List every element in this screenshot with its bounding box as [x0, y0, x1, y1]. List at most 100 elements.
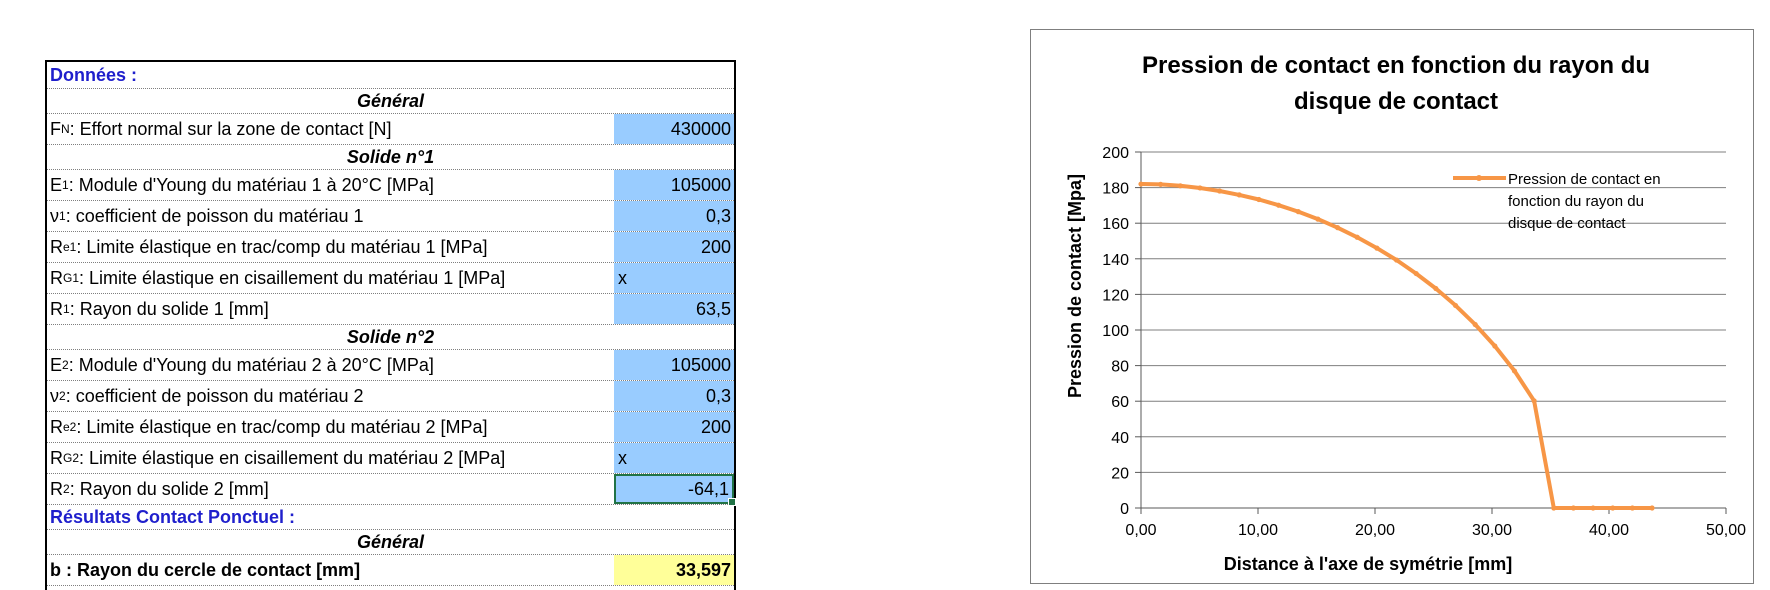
- data-point: [1629, 505, 1635, 511]
- y-tick-label: 40: [1111, 430, 1129, 447]
- section-solide-2: Solide n°2: [346, 326, 435, 347]
- chart-title-line2: disque de contact: [1294, 88, 1498, 115]
- row-solide-2[interactable]: Solide n°2: [47, 325, 734, 350]
- cell-v2-value[interactable]: 0,3: [614, 381, 734, 411]
- data-point: [1256, 196, 1262, 203]
- data-point: [1138, 181, 1144, 187]
- chart-title-line1: Pression de contact en fonction du rayon…: [1142, 52, 1650, 79]
- x-tick-label: 10,00: [1238, 522, 1278, 539]
- data-point: [1610, 505, 1616, 511]
- data-point: [1275, 202, 1282, 208]
- fill-handle[interactable]: [728, 498, 736, 506]
- x-tick-label: 40,00: [1589, 522, 1629, 539]
- data-point: [1334, 225, 1341, 231]
- data-point: [1649, 505, 1655, 511]
- data-point: [1393, 257, 1400, 263]
- cell-e2-value[interactable]: 105000: [614, 350, 734, 380]
- label-rg2: R G2 : Limite élastique en cisaillement d…: [50, 447, 506, 468]
- data-point: [1492, 343, 1498, 349]
- data-point: [1433, 285, 1439, 292]
- y-tick-label: 60: [1111, 394, 1129, 411]
- legend-text-line3: disque de contact: [1508, 215, 1626, 232]
- row-general-2[interactable]: Général: [47, 530, 734, 555]
- gridlines: [1135, 151, 1727, 514]
- data-point: [1374, 245, 1380, 251]
- data-point: [1551, 505, 1557, 511]
- resultats-header: Résultats Contact Ponctuel :: [50, 506, 296, 527]
- cell-b-value[interactable]: 33,597: [614, 555, 734, 585]
- data-point: [1570, 505, 1577, 511]
- y-tick-label: 180: [1102, 181, 1129, 198]
- label-rg1: R G1 : Limite élastique en cisaillement d…: [50, 267, 506, 288]
- row-general-1[interactable]: Général: [47, 89, 734, 114]
- row-rg2[interactable]: R G2 : Limite élastique en cisaillement d…: [47, 443, 734, 474]
- data-point: [1197, 185, 1203, 191]
- cell-v1-value[interactable]: 0,3: [614, 201, 734, 231]
- section-general-2: Général: [356, 531, 425, 552]
- data-point: [1590, 505, 1596, 511]
- y-tick-label: 120: [1102, 287, 1129, 304]
- cell-fn-value[interactable]: 430000: [614, 114, 734, 144]
- y-tick-labels: 0 20 40 60 80 100 120 140 160 180 200: [1102, 145, 1129, 518]
- data-point: [1158, 181, 1164, 187]
- section-general-1: Général: [356, 90, 425, 111]
- donnees-header: Données :: [50, 64, 138, 85]
- x-tick-label: 0,00: [1125, 522, 1156, 539]
- x-tick-label: 20,00: [1355, 522, 1395, 539]
- y-tick-label: 100: [1102, 323, 1129, 340]
- data-point: [1511, 368, 1518, 374]
- label-b: b : Rayon du cercle de contact [mm]: [50, 559, 361, 580]
- data-point: [1236, 192, 1242, 198]
- y-tick-label: 200: [1102, 145, 1129, 162]
- y-tick-label: 20: [1111, 465, 1129, 482]
- row-donnees-header[interactable]: Données :: [47, 62, 734, 89]
- series-line: [1138, 181, 1655, 511]
- cell-rg2-value[interactable]: x: [614, 443, 734, 473]
- cell-r2-text: -64,1: [687, 478, 729, 499]
- cell-rg1-value[interactable]: x: [614, 263, 734, 293]
- cell-e1-value[interactable]: 105000: [614, 170, 734, 200]
- cell-r2-value-selected[interactable]: -64,1: [614, 474, 736, 506]
- x-tick-label: 50,00: [1706, 522, 1746, 539]
- section-solide-1: Solide n°1: [346, 146, 435, 167]
- row-rg1[interactable]: R G1 : Limite élastique en cisaillement d…: [47, 263, 734, 294]
- cell-re1-value[interactable]: 200: [614, 232, 734, 262]
- y-tick-label: 160: [1102, 216, 1129, 233]
- y-tick-label: 0: [1120, 501, 1129, 518]
- data-point: [1295, 209, 1301, 215]
- row-resultats-header[interactable]: Résultats Contact Ponctuel :: [47, 505, 734, 530]
- row-solide-1[interactable]: Solide n°1: [47, 145, 734, 170]
- x-axis-label: Distance à l'axe de symétrie [mm]: [1224, 554, 1512, 574]
- series-polyline: [1140, 182, 1653, 510]
- chart-svg: Pression de contact en fonction du rayon…: [1065, 52, 1746, 574]
- chart-legend[interactable]: Pression de contact en fonction du rayon…: [1453, 171, 1661, 232]
- row-b[interactable]: b : Rayon du cercle de contact [mm] 33,5…: [47, 555, 734, 586]
- data-point: [1177, 183, 1183, 189]
- cell-r1-value[interactable]: 63,5: [614, 294, 734, 324]
- data-point: [1452, 302, 1459, 309]
- data-point: [1531, 398, 1537, 404]
- data-point: [1413, 270, 1419, 277]
- chart-frame[interactable]: Pression de contact en fonction du rayon…: [1030, 29, 1754, 584]
- data-point: [1354, 234, 1360, 240]
- y-axis-label: Pression de contact [Mpa]: [1065, 174, 1085, 398]
- legend-text-line1: Pression de contact en: [1508, 171, 1661, 188]
- cell-re2-value[interactable]: 200: [614, 412, 734, 442]
